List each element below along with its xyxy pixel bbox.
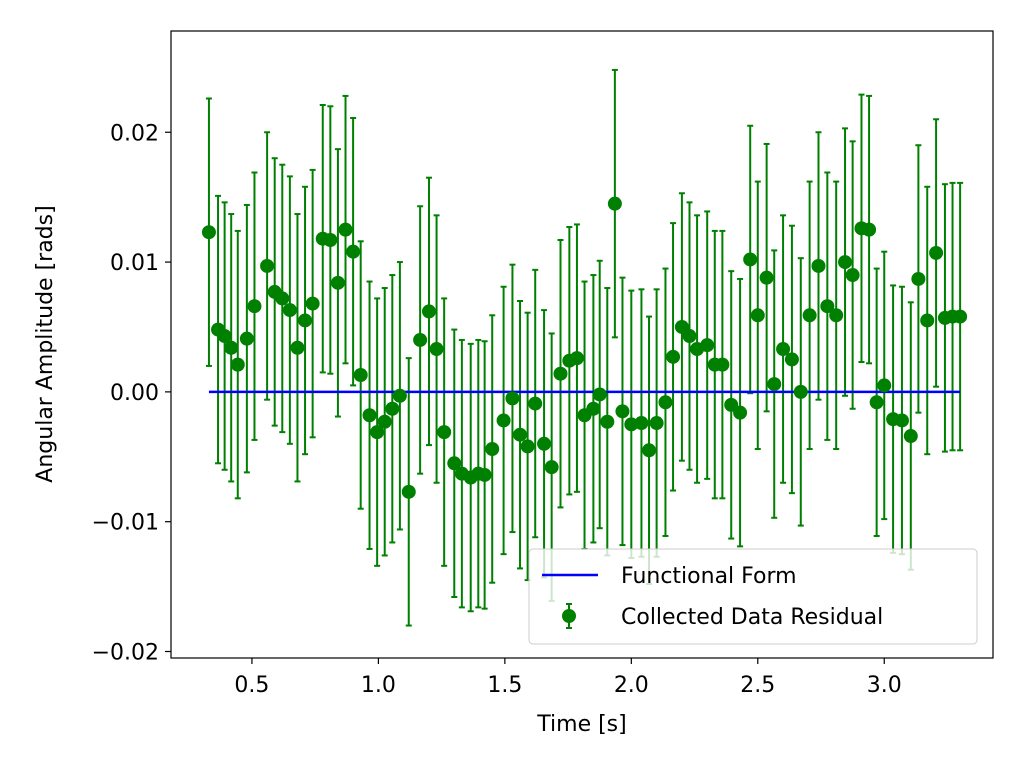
data-point: [642, 443, 657, 458]
data-point: [520, 439, 535, 454]
x-tick-label: 0.5: [234, 673, 269, 698]
data-point: [811, 258, 826, 273]
data-point: [224, 340, 239, 355]
data-point: [429, 342, 444, 357]
data-point: [953, 309, 968, 324]
data-point: [759, 270, 774, 285]
data-point: [715, 357, 730, 372]
data-point: [877, 378, 892, 393]
y-axis-label: Angular Amplitude [rads]: [33, 205, 58, 482]
data-point: [929, 245, 944, 260]
data-point: [767, 377, 782, 392]
data-point: [377, 414, 392, 429]
data-point: [666, 349, 681, 364]
data-point: [505, 391, 520, 406]
data-point: [862, 222, 877, 237]
x-tick-label: 1.0: [361, 673, 396, 698]
data-point: [569, 351, 584, 366]
data-points-layer: [201, 196, 968, 499]
data-point: [282, 303, 297, 318]
legend-data-label: Collected Data Residual: [621, 605, 883, 630]
data-point: [615, 404, 630, 419]
data-point: [421, 304, 436, 319]
data-point: [330, 275, 345, 290]
data-point: [528, 396, 543, 411]
data-point: [658, 395, 673, 410]
data-point: [634, 416, 649, 431]
legend-box: [528, 548, 978, 645]
y-axis: −0.02 −0.01 0.00 0.01 0.02: [92, 121, 171, 666]
data-point: [600, 414, 615, 429]
legend-data-swatch-marker: [562, 609, 576, 623]
data-point: [682, 329, 697, 344]
data-point: [784, 352, 799, 367]
data-point: [586, 401, 601, 416]
data-point: [305, 296, 320, 311]
y-tick-label: 0.02: [110, 121, 159, 146]
data-point: [920, 313, 935, 328]
data-point: [413, 332, 428, 347]
x-tick-label: 1.5: [487, 673, 522, 698]
data-point: [911, 271, 926, 286]
data-point: [353, 368, 368, 383]
data-point: [346, 244, 361, 259]
data-point: [298, 313, 313, 328]
data-point: [733, 405, 748, 420]
data-point: [485, 442, 500, 456]
data-point: [793, 384, 808, 399]
data-point: [750, 308, 765, 323]
data-point: [607, 196, 622, 211]
data-point: [537, 436, 552, 451]
data-point: [869, 395, 884, 410]
x-axis: 0.5 1.0 1.5 2.0 2.5 3.0: [234, 658, 902, 698]
data-point: [362, 408, 377, 423]
legend-fit-label: Functional Form: [621, 564, 797, 589]
y-tick-label: −0.01: [92, 511, 159, 536]
data-point: [323, 233, 338, 247]
x-tick-label: 3.0: [867, 673, 902, 698]
y-tick-label: 0.00: [110, 381, 159, 406]
data-point: [700, 338, 715, 353]
data-point: [275, 291, 290, 306]
data-point: [239, 331, 254, 346]
data-point: [903, 429, 918, 444]
data-point: [392, 388, 407, 403]
data-point: [776, 342, 791, 357]
data-point: [201, 225, 216, 240]
y-tick-label: 0.01: [110, 251, 159, 276]
data-point: [496, 413, 511, 428]
y-tick-label: −0.02: [92, 641, 159, 666]
plot-frame: [170, 30, 994, 659]
data-point: [338, 222, 353, 237]
data-point: [802, 308, 817, 323]
x-axis-label: Time [s]: [536, 712, 626, 737]
data-point: [838, 255, 853, 270]
data-point: [592, 387, 607, 402]
legend: Functional Form Collected Data Residual: [528, 548, 978, 645]
data-point: [820, 299, 835, 314]
data-point: [649, 416, 664, 431]
data-point: [247, 299, 262, 314]
data-point: [401, 484, 416, 499]
x-tick-label: 2.5: [740, 673, 775, 698]
data-point: [217, 329, 232, 344]
data-point: [477, 467, 492, 482]
data-point: [447, 456, 462, 471]
data-point: [743, 252, 758, 267]
data-point: [544, 460, 559, 475]
data-point: [260, 258, 275, 273]
data-point: [513, 427, 528, 442]
data-point: [553, 366, 568, 381]
data-point: [230, 357, 245, 372]
x-tick-label: 2.0: [614, 673, 649, 698]
data-point: [845, 268, 860, 283]
data-point: [370, 425, 385, 440]
data-point: [829, 308, 844, 323]
data-point: [385, 401, 400, 416]
errorbars-layer: [205, 68, 964, 627]
data-point: [894, 413, 909, 428]
data-point: [437, 425, 452, 440]
data-point: [290, 340, 305, 355]
